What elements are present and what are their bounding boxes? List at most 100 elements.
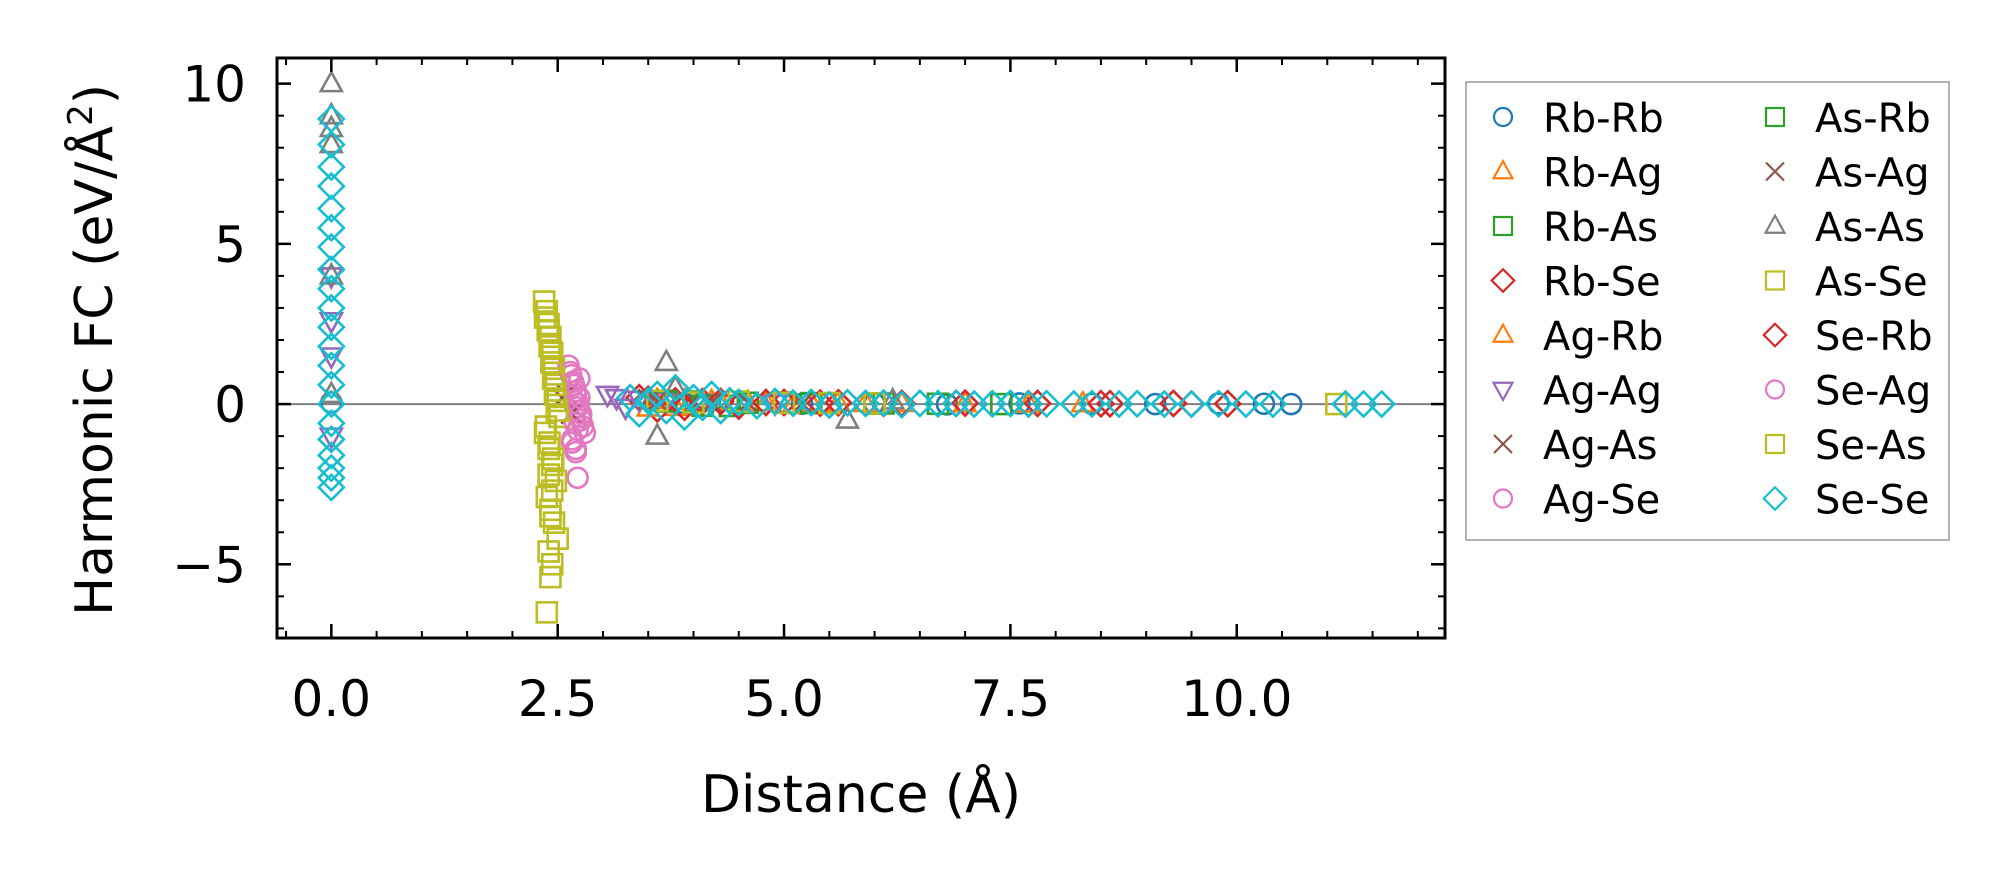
- legend: Rb-Rb Rb-Ag Rb-As Rb-Se Ag-Rb Ag-Ag Ag-As Ag-Se…: [1465, 81, 1950, 541]
- legend-box: [1465, 81, 1950, 541]
- data-point: [715, 386, 745, 416]
- y-tick-label: −5: [172, 536, 246, 594]
- data-point: [316, 424, 346, 454]
- data-point: [535, 601, 559, 624]
- data-point: [799, 391, 823, 415]
- legend-label: Rb-Se: [1543, 260, 1661, 306]
- data-point: [624, 399, 654, 429]
- data-point: [1279, 392, 1303, 416]
- data-point: [316, 370, 346, 400]
- data-point: [805, 388, 835, 418]
- legend-entry-se-ag: Se-Ag: [1764, 369, 1931, 415]
- data-point: [1159, 389, 1188, 418]
- legend-marker-icon: [1765, 161, 1785, 182]
- data-point: [670, 402, 699, 432]
- legend-entry-se-as: Se-As: [1764, 423, 1927, 469]
- data-point: [316, 255, 346, 284]
- data-point: [560, 428, 584, 451]
- data-point: [541, 367, 565, 390]
- data-point: [1080, 392, 1104, 416]
- data-point: [594, 385, 621, 409]
- data-point: [536, 319, 560, 342]
- data-point: [537, 463, 560, 486]
- y-tick-label: 5: [214, 216, 246, 274]
- legend-marker-icon: [1491, 158, 1515, 180]
- legend-label: Rb-Ag: [1543, 151, 1663, 197]
- legend-entry-as-se: As-Se: [1764, 260, 1928, 306]
- data-point: [926, 392, 950, 416]
- data-point: [869, 388, 898, 418]
- data-point: [1077, 389, 1107, 419]
- plot-area: [277, 58, 1445, 638]
- data-point: [316, 312, 346, 342]
- axis-ticks: [277, 58, 1445, 638]
- data-point: [540, 479, 564, 502]
- legend-entry-ag-as: Ag-As: [1493, 423, 1658, 469]
- data-point: [1367, 389, 1396, 419]
- legend-entry-as-ag: As-Ag: [1765, 151, 1930, 197]
- data-point: [568, 386, 591, 409]
- data-point: [1177, 389, 1206, 419]
- legend-marker-icon: [1492, 215, 1514, 237]
- x-axis-label: Distance (Å): [701, 763, 1021, 825]
- legend-entry-rb-se: Rb-Se: [1490, 260, 1661, 306]
- data-point: [541, 447, 565, 470]
- legend-label: As-Se: [1815, 260, 1928, 306]
- data-point: [996, 389, 1025, 418]
- data-point: [1070, 389, 1096, 413]
- data-point: [990, 392, 1013, 416]
- data-point: [1143, 392, 1167, 416]
- x-tick-label: 7.5: [971, 670, 1051, 728]
- legend-label: As-As: [1815, 205, 1925, 251]
- data-point: [796, 388, 826, 417]
- data-point: [542, 511, 566, 534]
- data-point: [316, 473, 346, 502]
- legend-marker-icon: [1764, 433, 1786, 455]
- data-point: [316, 408, 346, 438]
- legend-entry-ag-rb: Ag-Rb: [1491, 314, 1663, 360]
- legend-label: Ag-Rb: [1543, 314, 1663, 360]
- data-point: [316, 463, 346, 493]
- legend-marker-icon: [1492, 488, 1514, 509]
- legend-entry-rb-rb: Rb-Rb: [1492, 96, 1664, 142]
- data-point: [537, 540, 560, 563]
- y-tick-label: 0: [214, 376, 246, 434]
- y-axis-label: Harmonic FC (eV/Å2): [61, 84, 125, 616]
- x-tick-label: 0.0: [292, 670, 372, 728]
- data-point: [742, 391, 772, 421]
- x-tick-label: 5.0: [744, 670, 824, 728]
- data-point: [760, 387, 790, 416]
- data-point: [863, 392, 886, 415]
- legend-label: As-Ag: [1815, 151, 1930, 197]
- data-point: [724, 388, 754, 417]
- data-point: [1122, 389, 1152, 419]
- data-point: [539, 504, 562, 528]
- legend-marker-icon: [1493, 434, 1513, 454]
- legend-marker-icon: [1491, 381, 1515, 403]
- data-point: [1258, 389, 1288, 419]
- data-point: [1008, 392, 1031, 415]
- legend-marker-icon: [1764, 270, 1786, 291]
- data-point: [1231, 389, 1261, 419]
- data-points: [316, 69, 1396, 624]
- data-point: [538, 431, 561, 454]
- legend-label: Ag-Ag: [1543, 369, 1662, 415]
- data-point: [316, 232, 346, 262]
- legend-label: Se-As: [1815, 423, 1927, 469]
- legend-label: Rb-Rb: [1543, 96, 1664, 142]
- data-point: [316, 171, 346, 201]
- data-point: [539, 565, 562, 589]
- tick-labels: 0.0 2.5 5.0 7.5 10.0 −5 0 5 10: [172, 56, 1292, 728]
- legend-marker-icon: [1490, 267, 1516, 294]
- data-point: [1207, 392, 1230, 415]
- data-point: [644, 421, 670, 445]
- data-point: [564, 437, 588, 461]
- data-point: [540, 351, 563, 374]
- data-point: [952, 389, 978, 413]
- data-point: [538, 335, 561, 358]
- data-point: [316, 152, 346, 182]
- legend-marker-icon: [1762, 322, 1788, 348]
- data-point: [316, 389, 346, 419]
- legend-entry-rb-ag: Rb-Ag: [1491, 151, 1663, 197]
